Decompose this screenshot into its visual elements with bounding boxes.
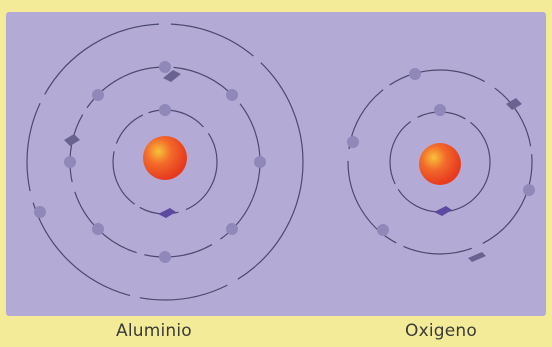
electron (506, 98, 522, 110)
electron (163, 70, 181, 82)
aluminium-label: Aluminio (116, 321, 192, 341)
electron (434, 104, 446, 116)
electron (92, 223, 104, 235)
electron (434, 206, 452, 216)
oxygen-shell-2 (347, 69, 533, 255)
electron (523, 184, 535, 196)
aluminium-nucleus (143, 136, 187, 180)
electron (159, 104, 171, 116)
electron (64, 134, 80, 146)
oxygen-label: Oxigeno (405, 321, 477, 341)
electron (377, 224, 389, 236)
electron (468, 252, 486, 262)
electron (159, 61, 171, 73)
electron (158, 208, 176, 218)
electron (34, 206, 46, 218)
electron (347, 136, 359, 148)
oxygen-nucleus (419, 143, 461, 185)
electron (226, 223, 238, 235)
aluminium-shell-3 (26, 23, 304, 301)
oxygen-atom (347, 68, 535, 262)
electron (64, 156, 76, 168)
electron (409, 68, 421, 80)
aluminium-atom (26, 23, 304, 301)
electron (226, 89, 238, 101)
electron (159, 251, 171, 263)
electron (254, 156, 266, 168)
electron (92, 89, 104, 101)
